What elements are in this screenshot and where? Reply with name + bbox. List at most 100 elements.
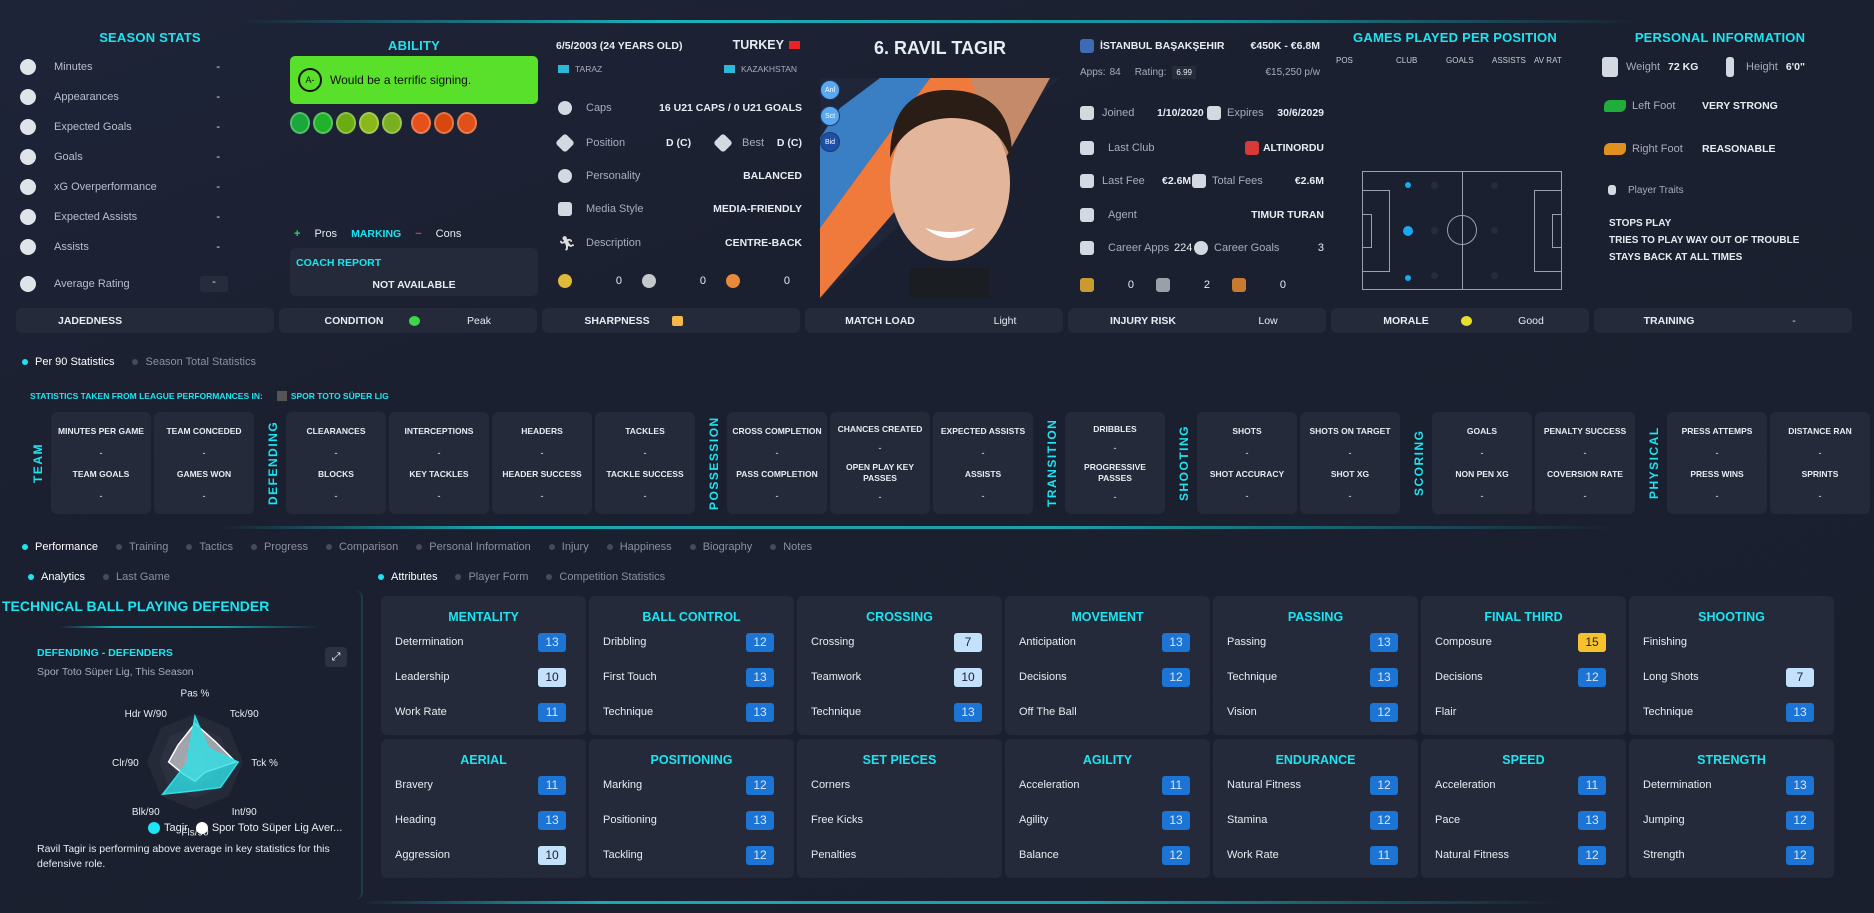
tab-competition-statistics[interactable]: Competition Statistics xyxy=(546,571,665,583)
tab-biography[interactable]: Biography xyxy=(689,541,753,553)
trait-badge-icon[interactable] xyxy=(290,112,310,134)
attribute-row[interactable]: Strength 12 xyxy=(1643,845,1814,865)
stat-value: - xyxy=(1818,490,1822,501)
attribute-row[interactable]: Stamina 12 xyxy=(1227,810,1398,830)
expand-icon[interactable]: ⤢ xyxy=(325,647,347,667)
attr-group-title: POSITIONING xyxy=(650,753,733,767)
trait-badge-icon[interactable] xyxy=(313,112,333,134)
plus-icon: + xyxy=(294,228,301,240)
stat-value: - xyxy=(334,447,338,458)
attribute-row[interactable]: Acceleration 11 xyxy=(1019,775,1190,795)
season-stat-label: Expected Assists xyxy=(54,211,138,223)
attribute-row[interactable]: Long Shots 7 xyxy=(1643,667,1814,687)
trait-badge-icon[interactable] xyxy=(336,112,356,134)
status-jadedness: JADEDNESS xyxy=(16,308,274,333)
column-header[interactable]: GOALS xyxy=(1446,56,1474,65)
tab-performance[interactable]: Performance xyxy=(22,541,98,553)
tab-personal-information[interactable]: Personal Information xyxy=(416,541,531,553)
column-header[interactable]: AV RAT xyxy=(1534,56,1562,65)
tab-last-game[interactable]: Last Game xyxy=(103,571,170,583)
tab-player-form[interactable]: Player Form xyxy=(455,571,528,583)
tab-per-90-statistics[interactable]: Per 90 Statistics xyxy=(22,356,114,368)
attribute-row[interactable]: Determination 13 xyxy=(1643,775,1814,795)
tab-progress[interactable]: Progress xyxy=(250,541,308,553)
attribute-row[interactable]: Vision 12 xyxy=(1227,702,1398,722)
attribute-row[interactable]: Technique 13 xyxy=(1227,667,1398,687)
tab-tactics[interactable]: Tactics xyxy=(186,541,233,553)
camera-icon xyxy=(558,202,572,216)
column-header[interactable]: ASSISTS xyxy=(1492,56,1526,65)
column-header[interactable]: CLUB xyxy=(1396,56,1418,65)
trait-badge-icon[interactable] xyxy=(457,112,477,134)
attribute-row[interactable]: Acceleration 11 xyxy=(1435,775,1606,795)
calendar-icon xyxy=(1080,106,1094,120)
attribute-row[interactable]: Jumping 12 xyxy=(1643,810,1814,830)
attribute-row[interactable]: Determination 13 xyxy=(395,632,566,652)
attribute-name: Aggression xyxy=(395,849,451,861)
attribute-row[interactable]: Positioning 13 xyxy=(603,810,774,830)
attribute-row[interactable]: Marking 12 xyxy=(603,775,774,795)
attribute-row[interactable]: Off The Ball xyxy=(1019,702,1190,722)
attribute-row[interactable]: Dribbling 12 xyxy=(603,632,774,652)
tab-season-total-statistics[interactable]: Season Total Statistics xyxy=(132,356,256,368)
attr-group-crossing: CROSSING Crossing 7 Teamwork 10 Technique 13 xyxy=(797,596,1002,735)
attribute-value: 10 xyxy=(954,667,982,687)
tab-notes[interactable]: Notes xyxy=(770,541,812,553)
attribute-row[interactable]: Free Kicks xyxy=(811,810,982,830)
attribute-row[interactable]: Decisions 12 xyxy=(1019,667,1190,687)
attribute-row[interactable]: Natural Fitness 12 xyxy=(1435,845,1606,865)
attribute-row[interactable]: Work Rate 11 xyxy=(395,702,566,722)
attribute-row[interactable]: Composure 15 xyxy=(1435,632,1606,652)
attribute-row[interactable]: Teamwork 10 xyxy=(811,667,982,687)
trait-badge-icon[interactable] xyxy=(359,112,379,134)
tab-analytics[interactable]: Analytics xyxy=(28,571,85,583)
tab-training[interactable]: Training xyxy=(115,541,169,553)
attribute-row[interactable]: Pace 13 xyxy=(1435,810,1606,830)
attribute-row[interactable]: Finishing xyxy=(1643,632,1814,652)
tab-attributes[interactable]: Attributes xyxy=(378,571,437,583)
kazakhstan-flag-icon xyxy=(724,65,735,73)
attribute-row[interactable]: Tackling 12 xyxy=(603,845,774,865)
joined-label: Joined xyxy=(1102,107,1135,119)
attribute-row[interactable]: Penalties xyxy=(811,845,982,865)
attribute-value: 12 xyxy=(746,845,774,865)
attribute-row[interactable]: Crossing 7 xyxy=(811,632,982,652)
tab-label: Training xyxy=(128,541,169,553)
column-header[interactable]: POS xyxy=(1336,56,1353,65)
stat-label: PENALTY SUCCESS xyxy=(1543,425,1627,436)
trait-badge-icon[interactable] xyxy=(411,112,431,134)
attribute-row[interactable]: Decisions 12 xyxy=(1435,667,1606,687)
attribute-row[interactable]: Flair xyxy=(1435,702,1606,722)
attribute-value: 15 xyxy=(1578,632,1606,652)
quick-button-anl[interactable]: Anl xyxy=(820,80,840,100)
attribute-row[interactable]: Anticipation 13 xyxy=(1019,632,1190,652)
tab-comparison[interactable]: Comparison xyxy=(325,541,398,553)
attribute-row[interactable]: Natural Fitness 12 xyxy=(1227,775,1398,795)
attribute-row[interactable]: Corners xyxy=(811,775,982,795)
attribute-row[interactable]: Technique 13 xyxy=(1643,702,1814,722)
tab-happiness[interactable]: Happiness xyxy=(606,541,672,553)
last-club-value[interactable]: ALTINORDU xyxy=(1262,142,1324,154)
quick-button-sct[interactable]: Sct xyxy=(820,106,840,126)
attribute-row[interactable]: First Touch 13 xyxy=(603,667,774,687)
attribute-row[interactable]: Bravery 11 xyxy=(395,775,566,795)
trait-badge-icon[interactable] xyxy=(382,112,402,134)
club-name[interactable]: İSTANBUL BAŞAKŞEHIR xyxy=(1100,40,1225,52)
attribute-row[interactable]: Aggression 10 xyxy=(395,845,566,865)
tab-label: Biography xyxy=(702,541,753,553)
stat-label: TEAM CONCEDED xyxy=(166,425,242,436)
quick-button-bid[interactable]: Bid xyxy=(820,132,840,152)
attribute-row[interactable]: Leadership 10 xyxy=(395,667,566,687)
tab-injury[interactable]: Injury xyxy=(548,541,589,553)
league-name[interactable]: SPOR TOTO SÜPER LIG xyxy=(290,391,389,401)
attribute-row[interactable]: Heading 13 xyxy=(395,810,566,830)
trait-badge-icon[interactable] xyxy=(434,112,454,134)
attribute-row[interactable]: Technique 13 xyxy=(603,702,774,722)
attribute-row[interactable]: Work Rate 11 xyxy=(1227,845,1398,865)
attribute-row[interactable]: Passing 13 xyxy=(1227,632,1398,652)
attribute-row[interactable]: Balance 12 xyxy=(1019,845,1190,865)
pros-label: Pros xyxy=(314,228,338,240)
attribute-name: Balance xyxy=(1019,849,1059,861)
attribute-row[interactable]: Agility 13 xyxy=(1019,810,1190,830)
attribute-row[interactable]: Technique 13 xyxy=(811,702,982,722)
